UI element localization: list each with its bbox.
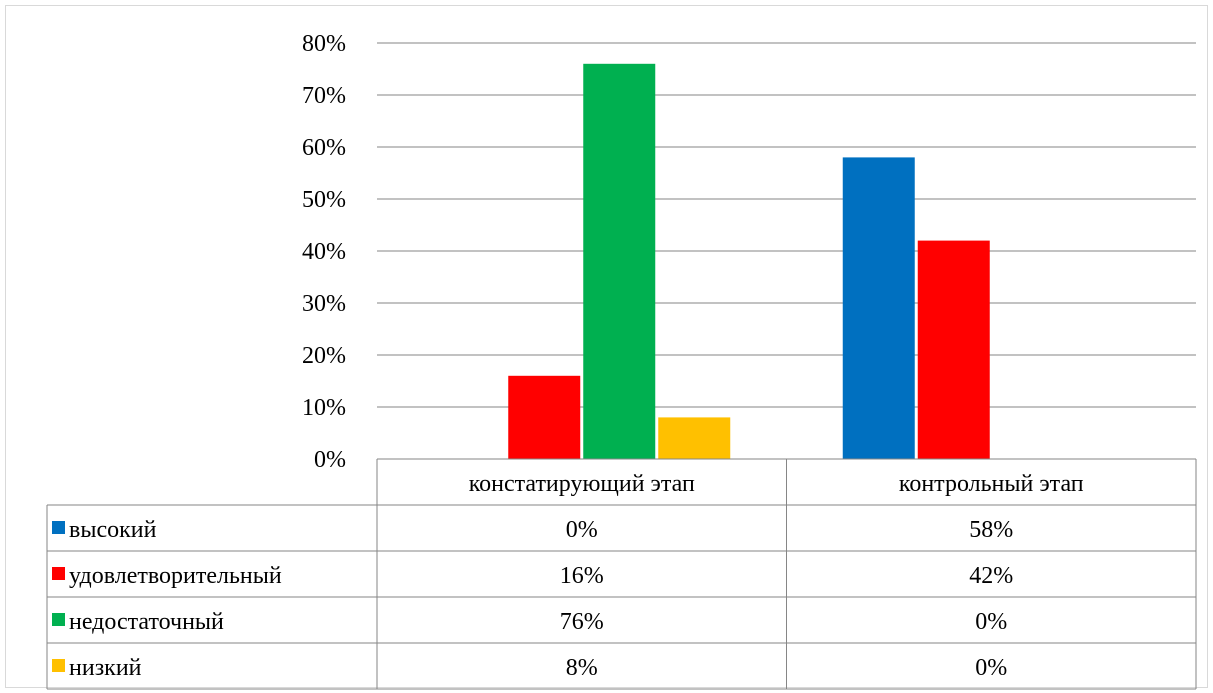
legend-key [52,567,65,580]
y-tick-label: 50% [302,187,346,213]
series-name: недостаточный [69,609,224,635]
bar-4-1 [658,417,731,459]
data-label: 0% [975,609,1007,635]
y-tick-label: 20% [302,343,346,369]
y-tick-label: 60% [302,135,346,161]
bar-1-2 [842,157,915,459]
data-label: 16% [560,563,604,589]
data-label: 8% [566,655,598,681]
legend-key [52,521,65,534]
data-label: 58% [969,517,1013,543]
legend-key [52,659,65,672]
data-label: 0% [566,517,598,543]
data-label: 42% [969,563,1013,589]
y-tick-label: 0% [314,447,346,473]
data-label: 0% [975,655,1007,681]
y-tick-label: 40% [302,239,346,265]
y-tick-label: 80% [302,31,346,57]
y-tick-label: 30% [302,291,346,317]
y-tick-label: 70% [302,83,346,109]
category-label: контрольный этап [899,471,1084,497]
data-label: 76% [560,609,604,635]
bar-2-2 [917,240,990,459]
legend-key [52,613,65,626]
bar-3-1 [583,63,656,460]
bar-2-1 [508,375,581,459]
category-label: констатирующий этап [469,471,695,497]
series-name: низкий [69,655,142,681]
series-name: высокий [69,517,157,543]
y-tick-label: 10% [302,395,346,421]
series-name: удовлетворительный [69,563,282,589]
